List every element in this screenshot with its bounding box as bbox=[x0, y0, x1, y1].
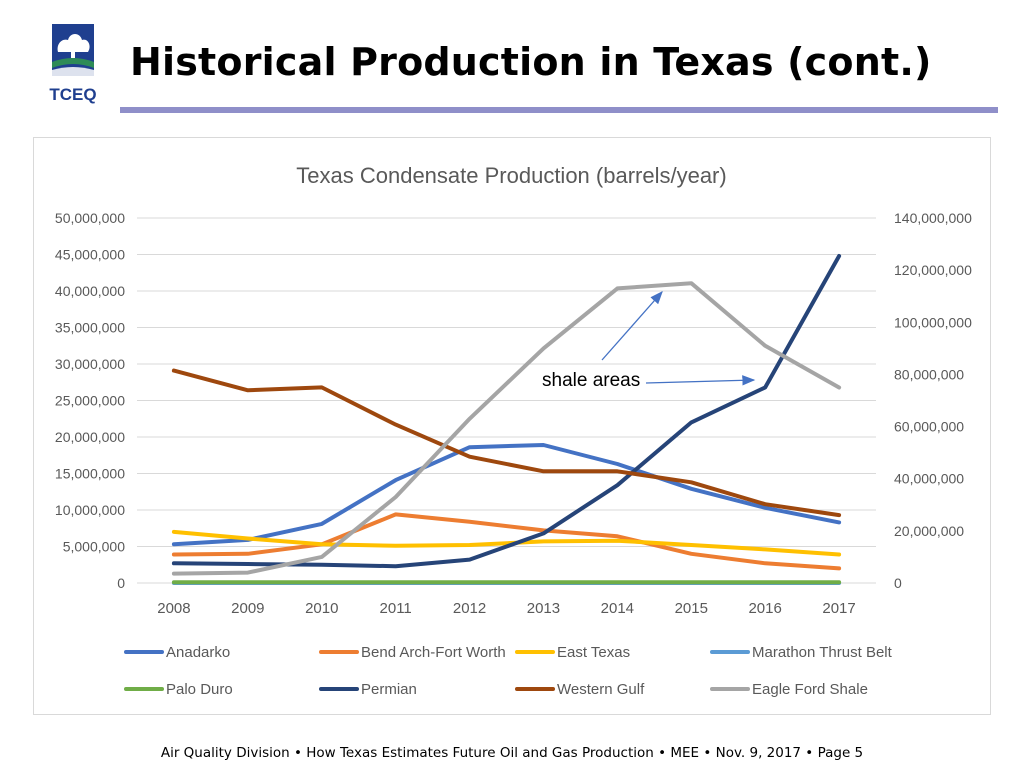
logo-text: TCEQ bbox=[49, 85, 96, 104]
slide-footer: Air Quality Division • How Texas Estimat… bbox=[160, 745, 864, 761]
legend-entry: Bend Arch-Fort Worth bbox=[361, 644, 506, 661]
left-axis-tick-label: 35,000,000 bbox=[55, 320, 125, 336]
right-axis-tick-label: 0 bbox=[894, 575, 902, 591]
series-line-permian bbox=[171, 254, 842, 569]
x-axis-tick-label: 2015 bbox=[675, 600, 708, 617]
left-axis-tick-label: 30,000,000 bbox=[55, 356, 125, 372]
left-axis-tick-label: 10,000,000 bbox=[55, 502, 125, 518]
right-axis-tick-label: 60,000,000 bbox=[894, 419, 964, 435]
x-axis-tick-label: 2016 bbox=[748, 600, 781, 617]
legend-entry: Western Gulf bbox=[557, 681, 645, 698]
tree-icon bbox=[57, 34, 90, 52]
series-line-anadarko bbox=[171, 443, 842, 547]
x-axis-tick-label: 2010 bbox=[305, 600, 338, 617]
legend-entry: Eagle Ford Shale bbox=[752, 681, 868, 698]
left-axis-tick-label: 25,000,000 bbox=[55, 393, 125, 409]
annotation-arrow-eagle-ford bbox=[601, 291, 663, 361]
left-axis-tick-label: 40,000,000 bbox=[55, 283, 125, 299]
tceq-logo: TCEQ bbox=[49, 24, 97, 104]
left-axis-tick-label: 5,000,000 bbox=[63, 539, 125, 555]
legend-entry: Palo Duro bbox=[166, 681, 233, 698]
legend-entry: Marathon Thrust Belt bbox=[752, 644, 893, 661]
left-axis-tick-label: 50,000,000 bbox=[55, 210, 125, 226]
title-rule bbox=[120, 107, 998, 113]
left-axis-tick-label: 20,000,000 bbox=[55, 429, 125, 445]
series-line-western-gulf bbox=[171, 368, 842, 518]
x-axis-tick-label: 2008 bbox=[157, 600, 190, 617]
chart-frame: Texas Condensate Production (barrels/yea… bbox=[33, 137, 991, 715]
chart-title: Texas Condensate Production (barrels/yea… bbox=[296, 163, 726, 188]
series-line-bend-arch-fort-worth bbox=[171, 512, 842, 571]
x-axis-tick-label: 2014 bbox=[601, 600, 634, 617]
water-icon bbox=[52, 67, 94, 76]
right-axis-tick-label: 140,000,000 bbox=[894, 210, 972, 226]
x-axis-tick-label: 2012 bbox=[453, 600, 486, 617]
annotation-label: shale areas bbox=[542, 370, 640, 391]
right-axis-tick-label: 80,000,000 bbox=[894, 366, 964, 382]
x-axis-tick-label: 2009 bbox=[231, 600, 264, 617]
condensate-production-chart: Texas Condensate Production (barrels/yea… bbox=[55, 163, 972, 698]
legend-entry: East Texas bbox=[557, 644, 630, 661]
left-axis-tick-label: 45,000,000 bbox=[55, 247, 125, 263]
left-axis-tick-label: 0 bbox=[117, 575, 125, 591]
left-axis-tick-label: 15,000,000 bbox=[55, 466, 125, 482]
right-axis-tick-label: 40,000,000 bbox=[894, 471, 964, 487]
x-axis-tick-label: 2017 bbox=[822, 600, 855, 617]
series-line-east-texas bbox=[171, 529, 842, 557]
right-axis-tick-label: 120,000,000 bbox=[894, 262, 972, 278]
right-axis-tick-label: 100,000,000 bbox=[894, 314, 972, 330]
land-icon bbox=[52, 58, 94, 68]
series-line-eagle-ford-shale bbox=[171, 281, 842, 576]
annotation-arrow-permian bbox=[645, 375, 756, 386]
slide-title: Historical Production in Texas (cont.) bbox=[130, 40, 932, 84]
right-axis-tick-label: 20,000,000 bbox=[894, 523, 964, 539]
x-axis-tick-label: 2011 bbox=[380, 600, 412, 617]
legend-entry: Anadarko bbox=[166, 644, 230, 661]
x-axis-tick-label: 2013 bbox=[527, 600, 560, 617]
legend-entry: Permian bbox=[361, 681, 417, 698]
